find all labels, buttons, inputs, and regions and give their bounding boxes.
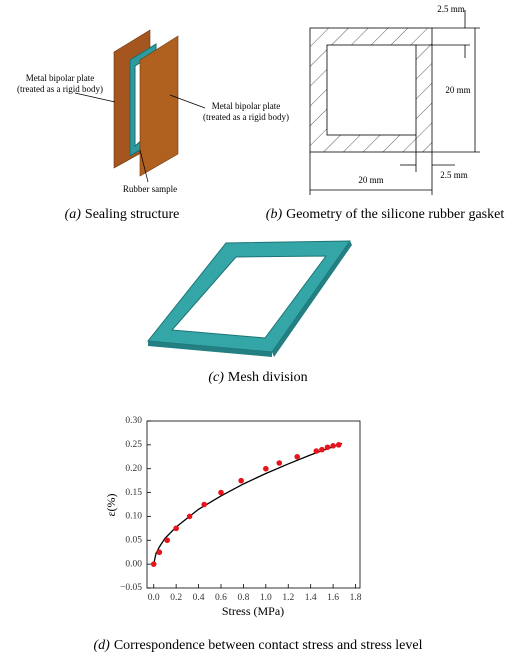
y-tick-label: 0.30	[125, 416, 142, 426]
dimension: 2.5 mm	[440, 170, 468, 180]
x-tick-label: 1.8	[350, 593, 362, 603]
caption-text: Geometry of the silicone rubber gasket	[286, 207, 504, 222]
data-point	[313, 448, 320, 454]
data-point	[330, 443, 336, 449]
fit-line	[153, 442, 343, 565]
caption-text: Correspondence between contact stress an…	[114, 638, 423, 653]
caption-text: Mesh division	[228, 370, 308, 385]
dimension: 20 mm	[358, 175, 383, 185]
dimension: 2.5 mm	[437, 4, 465, 14]
data-point	[324, 444, 331, 451]
x-tick-label: 1.6	[327, 593, 339, 603]
x-tick-label: 0.0	[148, 593, 160, 603]
label: Metal bipolar plate	[26, 73, 94, 83]
data-point	[263, 465, 269, 472]
data-point	[201, 501, 207, 508]
data-point	[150, 561, 157, 567]
label: Metal bipolar plate	[212, 101, 280, 111]
y-axis-label: ε(%)	[104, 493, 118, 516]
data-point	[238, 477, 244, 484]
caption: (c) Mesh division	[208, 370, 307, 385]
label: (treated as a rigid body)	[17, 84, 103, 94]
sealing-diagram	[74, 29, 206, 183]
x-axis-label: Stress (MPa)	[222, 604, 284, 618]
label: (treated as a rigid body)	[203, 112, 289, 122]
x-tick-label: 0.6	[215, 593, 227, 603]
x-tick-label: 0.8	[237, 593, 249, 603]
caption-text: Sealing structure	[85, 207, 179, 222]
x-tick-label: 0.2	[170, 593, 182, 603]
data-point	[335, 442, 342, 448]
mesh-image	[147, 240, 352, 357]
y-tick-label: 0.25	[125, 440, 142, 450]
y-tick-label: 0.00	[125, 559, 142, 569]
caption-label: (c)	[208, 370, 224, 385]
geometry-drawing	[309, 10, 480, 195]
x-tick-label: 1.2	[282, 593, 294, 603]
data-point	[218, 489, 224, 496]
data-point	[186, 513, 193, 520]
plot-frame	[146, 420, 361, 589]
y-tick-label: −0.05	[120, 583, 142, 593]
caption: (d) Correspondence between contact stress…	[94, 638, 423, 653]
x-tick-label: 0.4	[193, 593, 205, 603]
data-point	[173, 525, 179, 532]
x-tick-label: 1.0	[260, 593, 272, 603]
y-tick-label: 0.20	[125, 464, 142, 474]
data-point	[294, 453, 301, 460]
dimension: 20 mm	[445, 85, 470, 95]
y-tick-label: 0.15	[125, 488, 142, 498]
data-point	[164, 537, 170, 544]
data-point	[156, 549, 163, 556]
y-tick-label: 0.10	[125, 512, 142, 522]
caption-label: (b)	[266, 207, 283, 222]
caption-label: (a)	[65, 207, 82, 222]
data-point	[276, 460, 283, 466]
x-tick-label: 1.4	[305, 593, 317, 603]
caption-label: (d)	[94, 638, 111, 653]
caption: (b) Geometry of the silicone rubber gaske…	[266, 207, 505, 222]
label: Rubber sample	[123, 184, 177, 194]
data-point	[319, 446, 325, 453]
caption: (a) Sealing structure	[65, 207, 180, 222]
y-tick-label: 0.05	[125, 535, 142, 545]
